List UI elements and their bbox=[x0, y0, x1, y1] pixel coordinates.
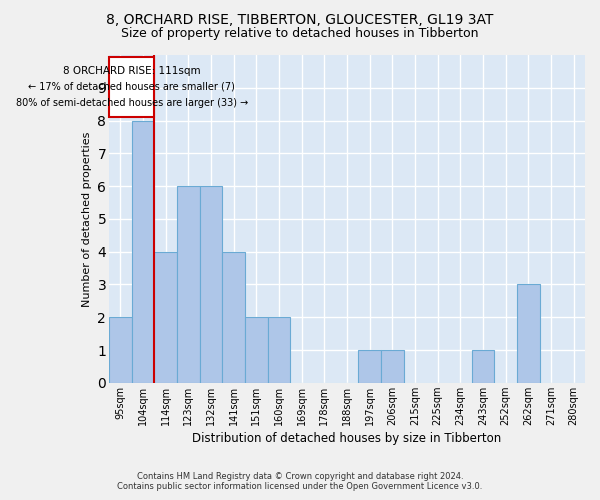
Bar bbox=[154, 252, 177, 383]
Bar bbox=[200, 186, 223, 383]
Text: Size of property relative to detached houses in Tibberton: Size of property relative to detached ho… bbox=[121, 28, 479, 40]
X-axis label: Distribution of detached houses by size in Tibberton: Distribution of detached houses by size … bbox=[193, 432, 502, 445]
Bar bbox=[268, 317, 290, 383]
Bar bbox=[245, 317, 268, 383]
Bar bbox=[223, 252, 245, 383]
Bar bbox=[358, 350, 381, 383]
Bar bbox=[177, 186, 200, 383]
Text: ← 17% of detached houses are smaller (7): ← 17% of detached houses are smaller (7) bbox=[28, 81, 235, 91]
Bar bbox=[472, 350, 494, 383]
Bar bbox=[131, 120, 154, 383]
Text: 80% of semi-detached houses are larger (33) →: 80% of semi-detached houses are larger (… bbox=[16, 98, 248, 108]
Y-axis label: Number of detached properties: Number of detached properties bbox=[82, 131, 92, 306]
Text: 8, ORCHARD RISE, TIBBERTON, GLOUCESTER, GL19 3AT: 8, ORCHARD RISE, TIBBERTON, GLOUCESTER, … bbox=[106, 12, 494, 26]
Text: 8 ORCHARD RISE: 111sqm: 8 ORCHARD RISE: 111sqm bbox=[63, 66, 200, 76]
Text: Contains HM Land Registry data © Crown copyright and database right 2024.: Contains HM Land Registry data © Crown c… bbox=[137, 472, 463, 481]
Bar bbox=[381, 350, 404, 383]
Bar bbox=[517, 284, 539, 383]
FancyBboxPatch shape bbox=[109, 56, 154, 118]
Bar bbox=[109, 317, 131, 383]
Text: Contains public sector information licensed under the Open Government Licence v3: Contains public sector information licen… bbox=[118, 482, 482, 491]
